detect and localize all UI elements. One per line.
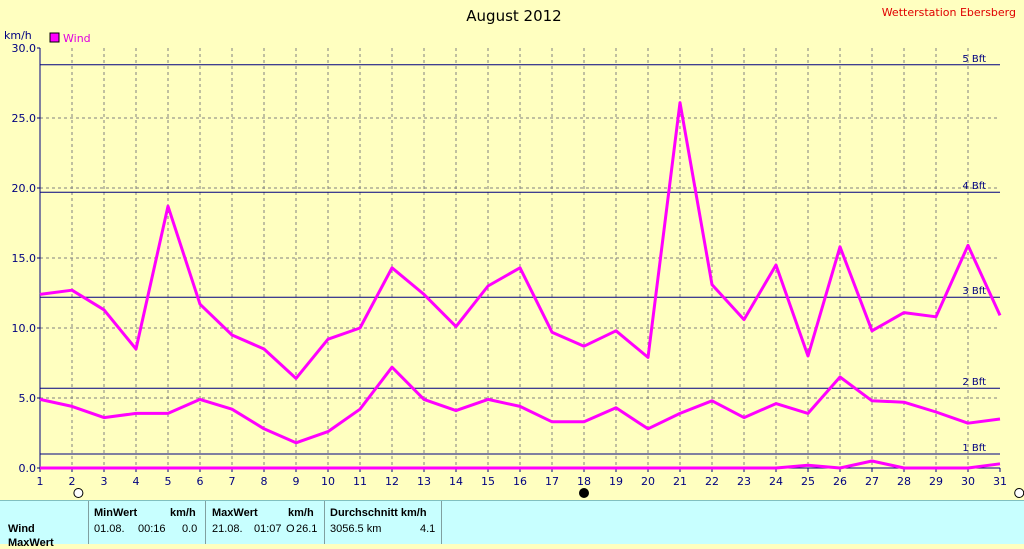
x-tick-label: 29	[929, 475, 943, 488]
y-tick-label: 15.0	[12, 252, 37, 265]
x-tick-label: 17	[545, 475, 559, 488]
wind-chart: August 2012 Wetterstation Ebersberg km/h…	[4, 6, 1024, 498]
x-tick-label: 31	[993, 475, 1007, 488]
legend-label: Wind	[63, 32, 91, 45]
x-tick-label: 4	[133, 475, 140, 488]
y-tick-label: 5.0	[19, 392, 37, 405]
x-tick-label: 28	[897, 475, 911, 488]
x-tick-label: 12	[385, 475, 399, 488]
x-tick-label: 30	[961, 475, 975, 488]
max-header: MaxWert	[212, 507, 258, 519]
period-marker	[1014, 488, 1024, 498]
min-date: 01.08.	[94, 523, 125, 535]
x-tick-label: 9	[293, 475, 300, 488]
x-tick-label: 5	[165, 475, 172, 488]
chart-title: August 2012	[466, 7, 561, 25]
x-tick-label: 3	[101, 475, 108, 488]
series-line-min	[40, 459, 1001, 470]
x-tick-label: 27	[865, 475, 879, 488]
beaufort-label: 1 Bft	[962, 443, 986, 454]
max-unit: km/h	[288, 507, 314, 519]
beaufort-label: 5 Bft	[962, 54, 986, 65]
x-tick-label: 7	[229, 475, 236, 488]
min-value: 0.0	[182, 523, 198, 535]
period-marker	[73, 488, 84, 498]
x-tick-label: 8	[261, 475, 268, 488]
avg-value: 4.1	[420, 523, 436, 535]
statistics-panel: Wind MaxWert MinWert km/h 01.08. 00:16 0…	[0, 500, 1024, 549]
series-line-max	[39, 101, 1002, 380]
y-tick-label: 30.0	[12, 42, 37, 55]
y-tick-label: 0.0	[19, 462, 37, 475]
beaufort-label: 4 Bft	[962, 181, 986, 192]
x-tick-label: 23	[737, 475, 751, 488]
legend-swatch	[49, 32, 60, 43]
series-line-average	[39, 365, 1001, 445]
x-tick-label: 10	[321, 475, 335, 488]
y-tick-label: 25.0	[12, 112, 37, 125]
avg-distance: 3056.5 km	[330, 523, 382, 535]
x-tick-label: 14	[449, 475, 463, 488]
beaufort-label: 2 Bft	[962, 377, 986, 388]
station-name: Wetterstation Ebersberg	[882, 6, 1016, 19]
min-header: MinWert	[94, 507, 138, 519]
x-tick-label: 11	[353, 475, 367, 488]
beaufort-label: 3 Bft	[962, 286, 986, 297]
x-tick-label: 24	[769, 475, 783, 488]
x-tick-label: 2	[69, 475, 76, 488]
max-date: 21.08.	[212, 523, 243, 535]
max-value: 26.1	[296, 523, 318, 535]
x-tick-label: 20	[641, 475, 655, 488]
max-time: 01:07	[254, 523, 282, 535]
y-unit-label: km/h	[4, 29, 32, 42]
x-tick-label: 19	[609, 475, 623, 488]
x-tick-label: 13	[417, 475, 431, 488]
stats-row2-label: MaxWert	[8, 537, 54, 549]
x-tick-label: 26	[833, 475, 847, 488]
x-tick-label: 6	[197, 475, 204, 488]
x-tick-label: 1	[37, 475, 44, 488]
min-unit: km/h	[170, 507, 196, 519]
x-tick-label: 22	[705, 475, 719, 488]
avg-header: Durchschnitt km/h	[330, 507, 427, 519]
y-tick-label: 20.0	[12, 182, 37, 195]
stats-row-label: Wind	[8, 523, 35, 535]
x-tick-label: 18	[577, 475, 591, 488]
min-time: 00:16	[138, 523, 166, 535]
x-tick-label: 21	[673, 475, 687, 488]
x-tick-label: 16	[513, 475, 527, 488]
max-direction: O	[286, 523, 295, 535]
x-tick-label: 15	[481, 475, 495, 488]
y-tick-label: 10.0	[12, 322, 37, 335]
plot-area: 1 Bft 2 Bft 3 Bft 4 Bft 5 Bft 0.0 5.0 10.0 15.0 2…	[12, 42, 1024, 498]
x-tick-label: 25	[801, 475, 815, 488]
period-marker	[579, 488, 589, 498]
